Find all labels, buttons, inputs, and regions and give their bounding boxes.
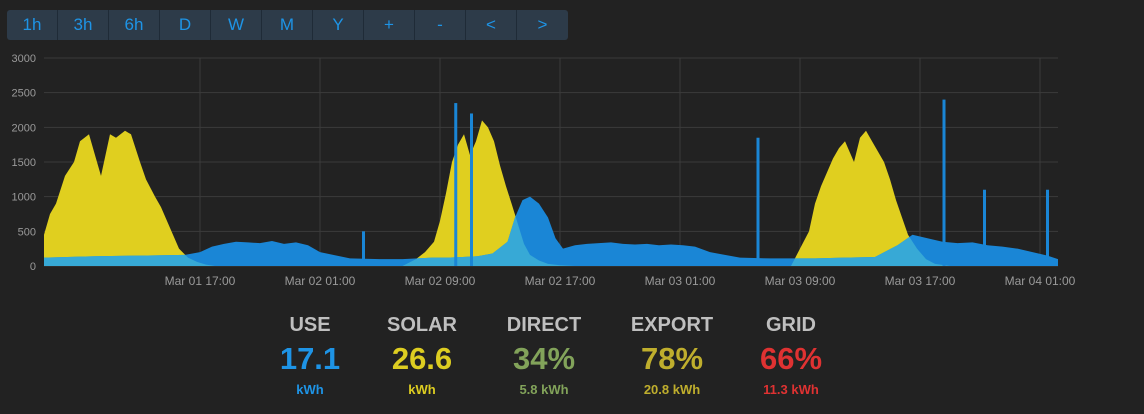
stat-solar-title: SOLAR xyxy=(387,314,457,336)
use-spike xyxy=(362,231,365,266)
stat-export-title: EXPORT xyxy=(630,314,714,336)
stat-direct: DIRECT 34% 5.8 kWh xyxy=(474,312,614,400)
zoom-out-button[interactable]: - xyxy=(415,10,466,40)
y-tick-label: 500 xyxy=(18,226,36,238)
y-tick-label: 3000 xyxy=(12,53,36,65)
range-day-button[interactable]: D xyxy=(160,10,211,40)
stats-panel: USE 17.1 kWh SOLAR 26.6 kWh DIRECT 34% 5… xyxy=(0,312,1144,412)
x-tick-label: Mar 04 01:00 xyxy=(1005,274,1076,288)
x-tick-label: Mar 02 09:00 xyxy=(405,274,476,288)
power-chart[interactable]: 0 500 1000 1500 2000 2500 3000 Mar 01 17:00 Mar … xyxy=(0,48,1144,288)
pan-left-button[interactable]: < xyxy=(466,10,517,40)
time-range-toolbar: 1h 3h 6h D W M Y + - < > xyxy=(7,10,568,40)
stat-use-unit: kWh xyxy=(296,382,324,397)
stat-grid: GRID 66% 11.3 kWh xyxy=(721,312,861,400)
stat-grid-value: 66% xyxy=(759,341,823,376)
range-week-button[interactable]: W xyxy=(211,10,262,40)
use-spike xyxy=(1046,189,1049,266)
zoom-in-button[interactable]: + xyxy=(364,10,415,40)
x-tick-label: Mar 03 17:00 xyxy=(885,274,956,288)
range-3h-button[interactable]: 3h xyxy=(58,10,109,40)
stat-use-title: USE xyxy=(289,314,331,336)
stat-grid-energy: 11.3 kWh xyxy=(763,382,819,397)
stat-solar-value: 26.6 xyxy=(391,341,453,376)
stat-export-energy: 20.8 kWh xyxy=(643,382,701,397)
stat-use: USE 17.1 kWh xyxy=(240,312,380,400)
y-tick-label: 2000 xyxy=(12,122,36,134)
range-year-button[interactable]: Y xyxy=(313,10,364,40)
use-area xyxy=(44,196,1058,266)
use-spike xyxy=(942,99,946,266)
stat-direct-energy: 5.8 kWh xyxy=(519,382,569,397)
x-tick-label: Mar 02 17:00 xyxy=(525,274,596,288)
stat-solar-unit: kWh xyxy=(408,382,436,397)
x-tick-label: Mar 01 17:00 xyxy=(165,274,236,288)
range-6h-button[interactable]: 6h xyxy=(109,10,160,40)
stat-direct-value: 34% xyxy=(512,341,576,376)
stat-direct-title: DIRECT xyxy=(506,314,582,336)
stat-grid-title: GRID xyxy=(766,314,816,336)
y-tick-label: 1500 xyxy=(12,157,36,169)
stat-export-value: 78% xyxy=(640,341,704,376)
use-spike xyxy=(756,137,760,266)
use-spike xyxy=(983,189,986,266)
stat-use-value: 17.1 xyxy=(279,341,341,376)
pan-right-button[interactable]: > xyxy=(537,15,548,34)
range-1h-button[interactable]: 1h xyxy=(7,10,58,40)
x-tick-label: Mar 03 09:00 xyxy=(765,274,836,288)
x-tick-label: Mar 03 01:00 xyxy=(645,274,716,288)
stat-export: EXPORT 78% 20.8 kWh xyxy=(602,312,742,400)
use-spike xyxy=(470,113,473,266)
y-tick-label: 2500 xyxy=(12,88,36,100)
range-month-button[interactable]: M xyxy=(262,10,313,40)
y-tick-label: 0 xyxy=(30,261,36,273)
x-tick-label: Mar 02 01:00 xyxy=(285,274,356,288)
use-spike xyxy=(454,103,458,266)
solar-area xyxy=(44,120,950,267)
y-tick-label: 1000 xyxy=(12,192,36,204)
stat-solar: SOLAR 26.6 kWh xyxy=(352,312,492,400)
